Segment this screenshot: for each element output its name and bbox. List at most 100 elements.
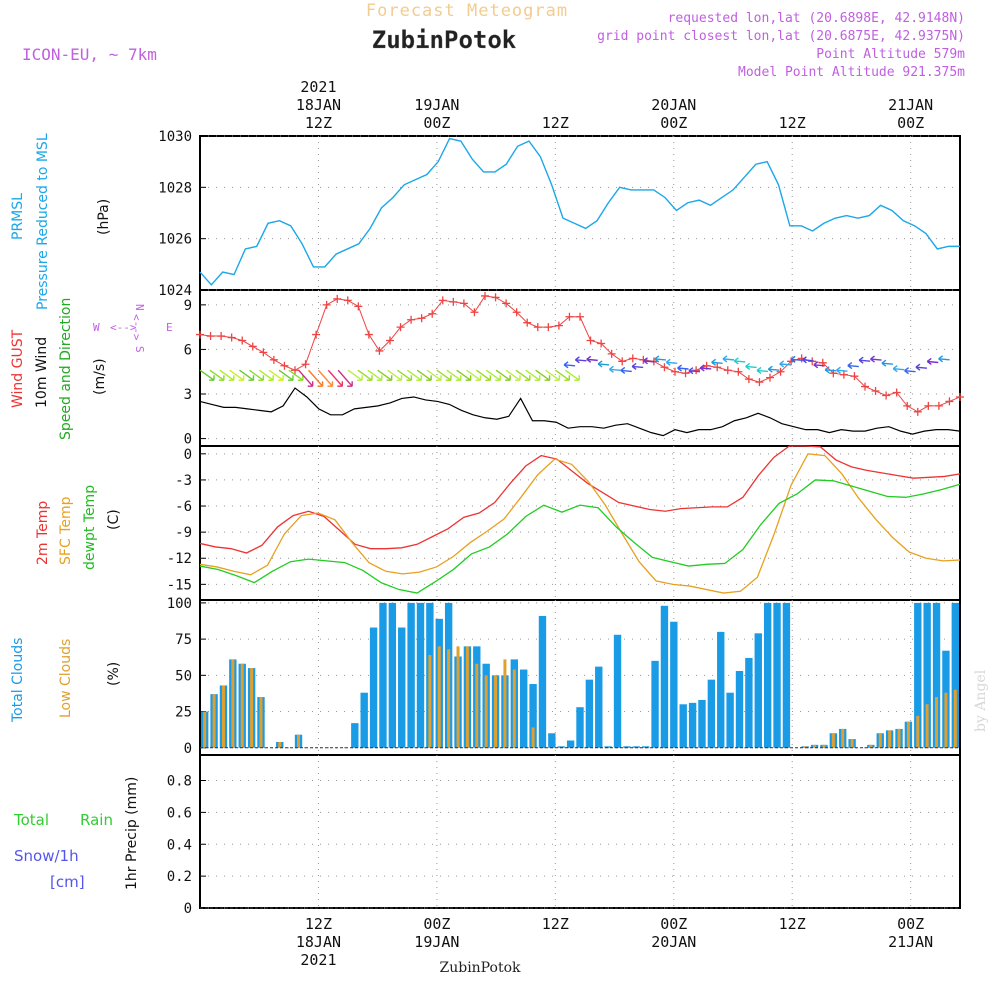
low-cloud-bar — [850, 739, 854, 748]
wind-dir-arrow — [881, 362, 893, 365]
wind-dir-arrowhead — [779, 360, 785, 368]
low-cloud-bar — [484, 675, 488, 748]
wind-gust-marker — [934, 401, 943, 410]
total-cloud-bar — [595, 666, 603, 748]
wind-gust-marker — [544, 323, 553, 332]
wind-dir-arrowhead — [892, 365, 898, 373]
wind-gust-marker — [354, 302, 363, 311]
y-tick-precip: 0.4 — [167, 837, 192, 853]
temp-2m-line — [199, 445, 961, 554]
low-clouds-label: Low Clouds — [58, 639, 74, 718]
wind-gust-marker — [523, 318, 532, 327]
y-tick-clouds: 50 — [175, 668, 192, 684]
temp-dew-label: dewpt Temp — [82, 485, 98, 570]
wind-dir-arrowhead — [574, 375, 580, 381]
wind-dir-arrow — [893, 368, 905, 371]
wind-dir-arrowhead — [677, 364, 682, 372]
wind-gust-marker — [913, 407, 922, 416]
wind-gust-marker — [502, 299, 511, 308]
total-cloud-bar — [538, 615, 547, 748]
temp-2m-label: 2m Temp — [35, 501, 51, 565]
panel-frames — [199, 135, 961, 909]
wind-dir-arrowhead — [574, 356, 580, 364]
wind-dir-arrow — [802, 359, 814, 362]
wind-series — [196, 291, 964, 437]
wind-dir-arrowhead — [870, 355, 875, 363]
wind-gust-marker — [681, 369, 690, 378]
wind-dir-arrow — [586, 358, 598, 362]
wind-dir-arrowhead — [722, 355, 728, 363]
temp-sfc-label: SFC Temp — [58, 496, 74, 565]
wind-gust-marker — [533, 323, 542, 332]
wind-dir-arrow — [535, 369, 550, 381]
low-cloud-bar — [841, 728, 845, 748]
wind-dir-arrow — [327, 369, 343, 387]
wind-dir-arrow — [620, 369, 632, 373]
wind-dir-arrowhead — [938, 355, 944, 363]
wind-dir-arrow — [654, 358, 666, 361]
total-cloud-bar — [670, 621, 678, 748]
low-cloud-bar — [531, 727, 535, 748]
chart-title: Forecast Meteogram — [366, 1, 568, 21]
wind-dir-arrowhead — [209, 375, 215, 381]
y-tick-wind: 3 — [184, 387, 192, 403]
wind-dir-arrowhead — [904, 367, 910, 375]
wind-dir-arrowhead — [790, 355, 796, 363]
wind-gust-marker — [364, 330, 373, 339]
wind-dir-arrow — [575, 359, 587, 362]
low-cloud-bar — [494, 675, 498, 748]
compass-arrow: <--> — [110, 321, 137, 334]
wind-dir-arrowhead — [688, 367, 694, 375]
wind-dir-arrowhead — [218, 375, 225, 381]
wind-dir-arrowhead — [745, 362, 751, 371]
precip-unit: 1hr Precip (mm) — [124, 777, 140, 890]
x-tick-top: 00Z — [897, 114, 924, 132]
credit-watermark: by Angel — [973, 669, 989, 732]
wind-gust-marker — [333, 294, 342, 303]
wind-dir-arrowhead — [631, 362, 637, 370]
grid-lines — [200, 135, 960, 909]
wind-dir-arrowhead — [416, 375, 422, 381]
wind-dir-arrowhead — [287, 375, 294, 381]
wind-dir-arrowhead — [847, 361, 853, 370]
y-tick-pressure: 1030 — [158, 129, 192, 145]
wind-compass: W E <--> N S <--> — [93, 304, 173, 353]
x-tick-bottom: 00Z — [660, 915, 687, 933]
wind-dir-arrow — [711, 361, 723, 364]
wind-gust-marker — [459, 299, 468, 308]
wind-dir-arrow — [791, 358, 803, 362]
total-cloud-bar — [604, 746, 612, 748]
wind-dir-arrowhead — [915, 363, 921, 371]
y-tick-precip: 0.8 — [167, 774, 192, 790]
wind-dir-arrow — [357, 369, 373, 381]
total-cloud-bar — [914, 602, 922, 748]
wind-dir-arrowhead — [586, 355, 592, 363]
low-cloud-bar — [231, 659, 235, 748]
wind-dir-arrow — [734, 360, 746, 363]
compass-arrow-v: <--> — [130, 314, 143, 341]
station-name: ZubinPotok — [372, 26, 517, 54]
wind-dir-arrow — [426, 369, 442, 381]
wind-dir-arrowhead — [563, 361, 569, 369]
total-cloud-bar — [763, 602, 772, 748]
wind-gust-marker — [850, 372, 859, 381]
temp-sfc-line — [199, 453, 961, 594]
low-cloud-bar — [203, 711, 207, 748]
wind-dir-arrow — [377, 369, 393, 381]
wind-dir-arrowhead — [597, 360, 603, 368]
total-cloud-bar — [576, 707, 584, 748]
total-cloud-bar — [688, 702, 697, 748]
wind-gust-marker — [481, 291, 489, 300]
total-cloud-bar — [782, 602, 791, 748]
wind-dir-arrowhead — [802, 356, 807, 364]
wind-dir-arrowhead — [756, 366, 762, 375]
low-cloud-bar — [878, 733, 882, 748]
y-tick-pressure: 1024 — [158, 283, 192, 299]
wind-10m-line — [199, 387, 961, 437]
y-tick-wind: 0 — [184, 432, 192, 448]
wind-gust-marker — [734, 367, 743, 376]
wind-dir-arrow — [337, 369, 353, 387]
wind-gust-marker — [871, 387, 880, 396]
pressure-series — [199, 137, 960, 286]
